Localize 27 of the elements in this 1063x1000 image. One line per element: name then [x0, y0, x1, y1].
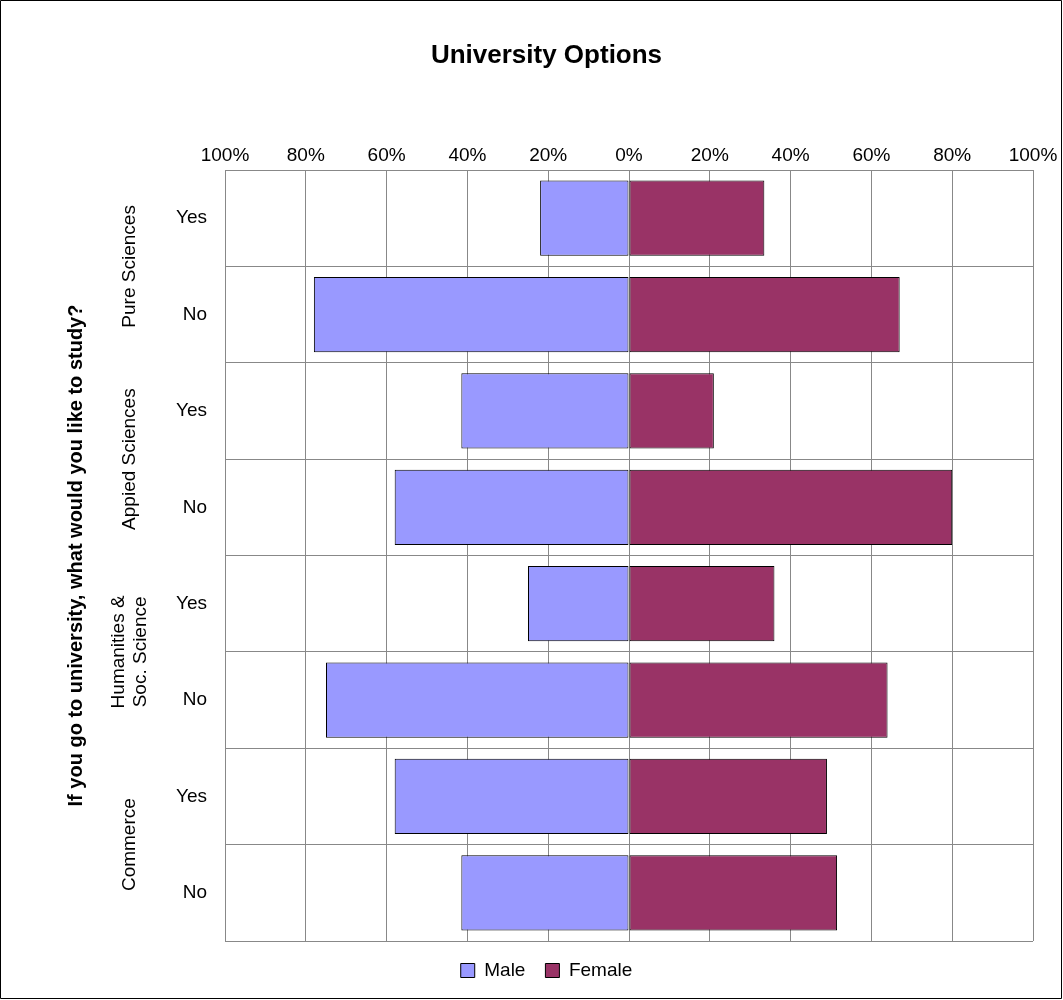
- y-tick-label: Yes: [176, 784, 207, 806]
- text: Humanities & Soc. Science: [107, 595, 151, 709]
- text: Appied Sciences: [118, 388, 140, 530]
- legend-label: Female: [568, 958, 633, 980]
- x-tick-label: 20%: [690, 143, 729, 165]
- text: Commerce: [118, 798, 140, 892]
- x-tick-label: 100%: [1008, 143, 1058, 165]
- x-tick-label: 60%: [367, 143, 406, 165]
- y-tick-label: Yes: [176, 206, 207, 228]
- x-tick-label: 80%: [286, 143, 325, 165]
- y-tick-label: No: [182, 495, 207, 517]
- x-tick-label: 40%: [448, 143, 487, 165]
- x-tick-label: 40%: [771, 143, 810, 165]
- y-tick-label: No: [182, 302, 207, 324]
- x-tick-label: 20%: [529, 143, 568, 165]
- legend-label: Male: [484, 958, 526, 980]
- x-tick-label: 60%: [852, 143, 891, 165]
- x-tick-label: 80%: [933, 143, 972, 165]
- y-tick-label: No: [182, 881, 207, 903]
- x-tick-label: 100%: [200, 143, 250, 165]
- y-tick-label: Yes: [176, 399, 207, 421]
- y-tick-label: No: [182, 688, 207, 710]
- x-tick-label: 0%: [615, 143, 643, 165]
- y-axis-title: If you go to university, what would you like to study?: [63, 304, 86, 807]
- chart-title: University Options: [430, 38, 663, 69]
- text: Pure Sciences: [118, 205, 140, 328]
- y-tick-label: Yes: [176, 591, 207, 613]
